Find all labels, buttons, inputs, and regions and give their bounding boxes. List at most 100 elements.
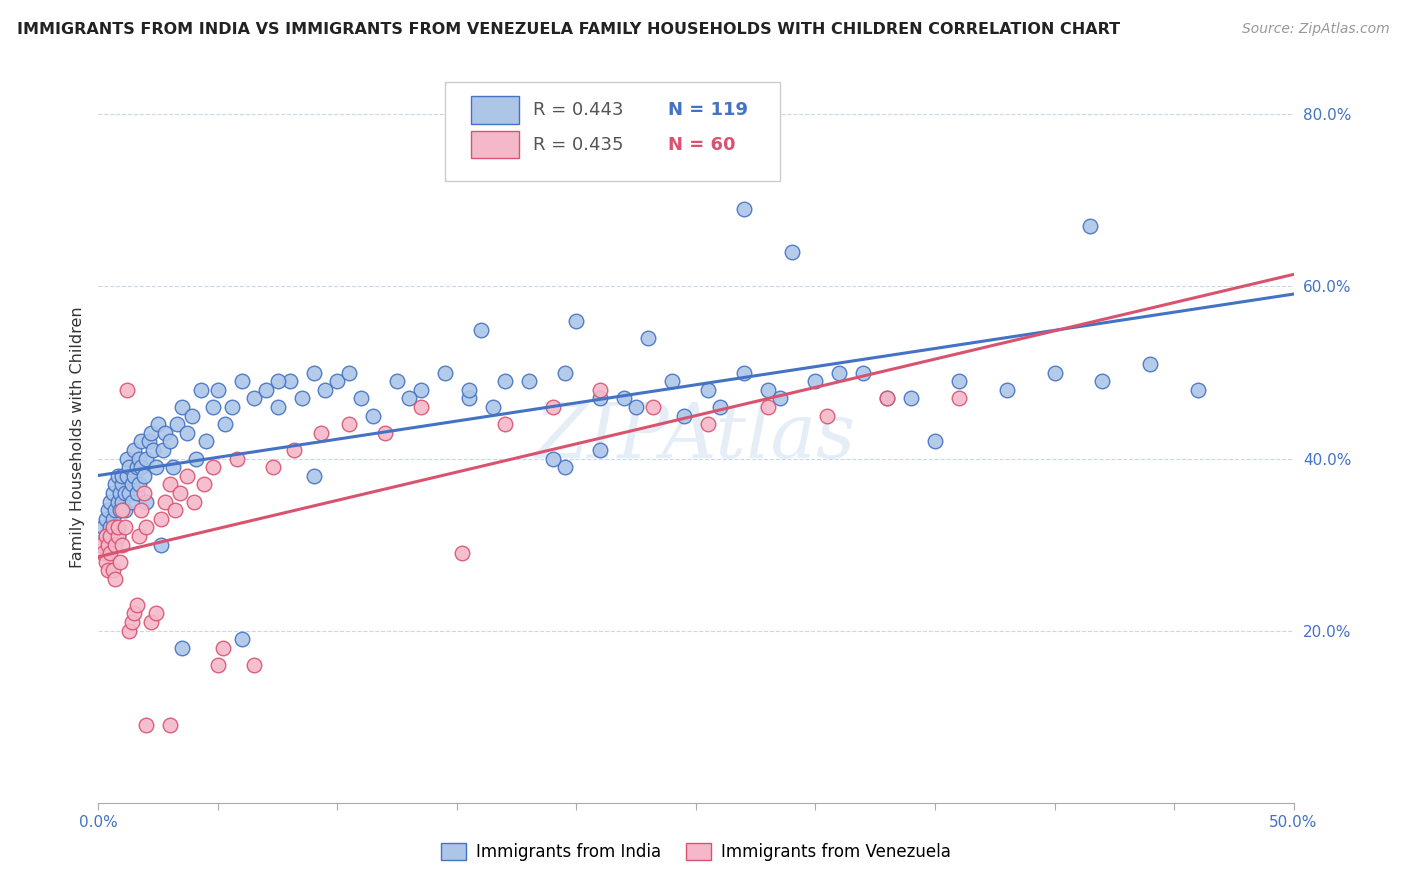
Point <box>494 374 516 388</box>
Point <box>107 468 129 483</box>
Point <box>1139 357 1161 371</box>
Point <box>172 640 194 655</box>
Point <box>101 512 124 526</box>
Point <box>94 529 117 543</box>
Point <box>481 400 505 414</box>
Point <box>226 451 249 466</box>
Point <box>159 477 181 491</box>
Point <box>145 607 167 621</box>
Point <box>97 564 120 578</box>
Point <box>121 615 143 629</box>
Point <box>149 512 172 526</box>
Point <box>104 520 127 534</box>
Point <box>159 718 181 732</box>
Point <box>1187 383 1209 397</box>
Point <box>207 658 229 673</box>
Point <box>155 425 177 440</box>
Point <box>363 409 385 423</box>
Point <box>385 374 409 388</box>
Point <box>115 383 138 397</box>
Point <box>131 434 153 449</box>
Point <box>804 374 827 388</box>
Point <box>135 451 157 466</box>
Point <box>554 366 576 380</box>
Point <box>211 640 233 655</box>
Point <box>589 383 612 397</box>
Text: R = 0.443: R = 0.443 <box>533 101 624 120</box>
Point <box>231 374 253 388</box>
Point <box>411 400 433 414</box>
Point <box>121 477 143 491</box>
Point <box>541 451 564 466</box>
Point <box>995 383 1018 397</box>
Text: IMMIGRANTS FROM INDIA VS IMMIGRANTS FROM VENEZUELA FAMILY HOUSEHOLDS WITH CHILDR: IMMIGRANTS FROM INDIA VS IMMIGRANTS FROM… <box>17 22 1121 37</box>
Point <box>283 442 305 457</box>
Point <box>267 374 290 388</box>
Point <box>768 392 790 406</box>
Point <box>1080 219 1102 234</box>
Point <box>733 366 755 380</box>
Point <box>90 538 112 552</box>
Point <box>98 494 122 508</box>
Point <box>186 451 208 466</box>
Point <box>104 503 127 517</box>
Point <box>948 374 970 388</box>
Point <box>214 417 236 432</box>
Point <box>135 494 157 508</box>
Point <box>128 529 150 543</box>
Text: N = 119: N = 119 <box>668 101 748 120</box>
Point <box>278 374 301 388</box>
FancyBboxPatch shape <box>471 96 519 124</box>
Point <box>138 434 160 449</box>
Point <box>135 718 157 732</box>
Point <box>131 460 153 475</box>
Point <box>637 331 659 345</box>
Legend: Immigrants from India, Immigrants from Venezuela: Immigrants from India, Immigrants from V… <box>434 836 957 868</box>
Point <box>202 460 225 475</box>
Point <box>142 442 165 457</box>
Point <box>262 460 284 475</box>
Point <box>124 607 146 621</box>
Point <box>458 392 481 406</box>
Point <box>267 400 290 414</box>
Point <box>111 538 134 552</box>
Point <box>121 494 143 508</box>
Point <box>309 425 332 440</box>
Point <box>756 383 779 397</box>
Point <box>202 400 225 414</box>
Point <box>876 392 898 406</box>
Point <box>108 486 131 500</box>
Point <box>148 417 170 432</box>
Point <box>339 366 361 380</box>
Point <box>183 494 205 508</box>
Point <box>101 520 124 534</box>
Point <box>166 417 188 432</box>
Point <box>125 460 148 475</box>
Point <box>107 494 129 508</box>
Point <box>470 322 492 336</box>
Point <box>221 400 243 414</box>
Point <box>291 392 314 406</box>
Point <box>1043 366 1066 380</box>
Point <box>101 529 124 543</box>
Point <box>111 494 134 508</box>
Point <box>900 392 922 406</box>
Point <box>733 202 755 216</box>
Point <box>190 383 212 397</box>
Point <box>98 546 122 560</box>
Point <box>697 417 720 432</box>
Point <box>132 468 155 483</box>
Point <box>152 442 174 457</box>
Point <box>104 477 127 491</box>
Point <box>124 442 146 457</box>
Point <box>948 392 970 406</box>
Point <box>118 460 141 475</box>
Point <box>94 529 117 543</box>
Point <box>661 374 683 388</box>
Point <box>254 383 277 397</box>
Point <box>709 400 731 414</box>
Point <box>541 400 564 414</box>
Point <box>176 468 198 483</box>
Point <box>104 572 127 586</box>
FancyBboxPatch shape <box>446 82 780 181</box>
